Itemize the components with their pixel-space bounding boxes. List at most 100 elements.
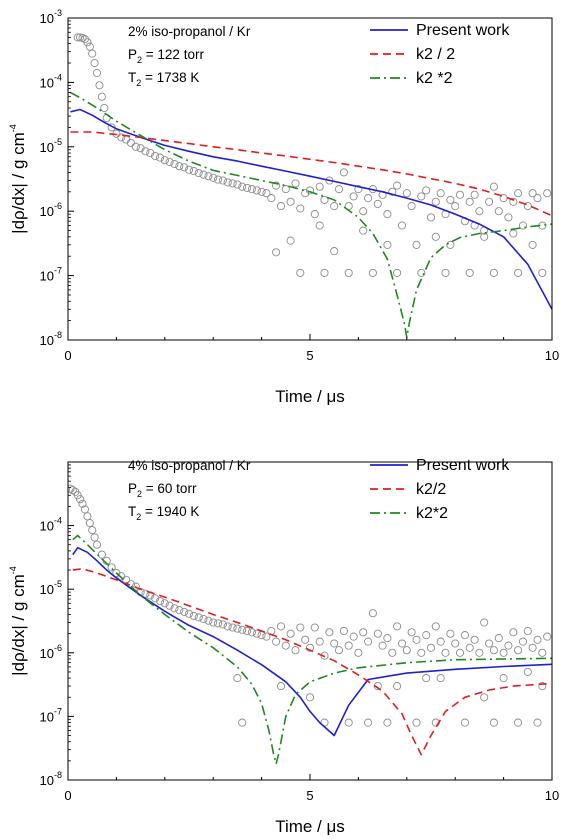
data-point	[417, 648, 426, 657]
data-point	[426, 213, 436, 222]
y-tick-base: 10	[40, 333, 54, 348]
data-point	[305, 693, 315, 702]
data-point	[330, 247, 339, 256]
data-point	[252, 186, 261, 195]
y-tick-base: 10	[40, 269, 54, 284]
data-point	[97, 550, 106, 559]
data-point	[397, 221, 407, 230]
data-point	[538, 682, 547, 691]
legend-label-3: k2*2	[416, 505, 448, 522]
data-point	[475, 207, 484, 216]
y-tick-label: 10-7	[40, 706, 62, 724]
data-point	[209, 173, 218, 182]
data-point	[393, 682, 402, 691]
data-point	[213, 175, 223, 184]
data-point	[320, 195, 329, 204]
x-axis-label-text: Time /	[275, 817, 326, 836]
temperature-symbol: T	[128, 504, 136, 519]
data-point	[233, 624, 242, 633]
data-point	[296, 204, 305, 213]
data-point	[436, 189, 445, 198]
data-point	[184, 609, 194, 618]
legend-label-2: k2/2	[416, 481, 446, 498]
pressure-symbol: P	[128, 481, 137, 496]
y-tick-label: 10-6	[40, 201, 62, 219]
data-point	[151, 594, 160, 603]
data-point	[426, 643, 436, 652]
data-point	[310, 623, 319, 632]
legend: Present work k2/2 k2*2	[370, 457, 510, 522]
data-point	[325, 628, 334, 637]
data-point	[243, 626, 252, 636]
data-point	[364, 718, 373, 727]
data-point	[141, 147, 150, 156]
data-point	[383, 634, 392, 643]
pressure-symbol: P	[128, 47, 137, 62]
data-point	[349, 192, 358, 201]
data-point	[305, 186, 315, 195]
x-tick-label: 5	[306, 788, 313, 803]
data-point	[412, 718, 421, 727]
data-point	[180, 163, 189, 172]
y-axis-label-text: |dρ/dx| / g cm	[9, 132, 28, 234]
data-point	[247, 628, 256, 637]
legend-label-3: k2 *2	[416, 70, 453, 87]
y-tick-exp: -7	[54, 706, 62, 716]
y-tick-exp: -3	[54, 8, 62, 18]
data-point	[83, 38, 92, 47]
data-point	[286, 629, 295, 638]
data-point	[470, 635, 479, 644]
data-point	[407, 202, 416, 211]
data-point	[504, 213, 513, 222]
data-point	[383, 210, 392, 219]
data-point	[276, 682, 286, 691]
series-line-3	[72, 534, 552, 765]
data-point	[194, 169, 203, 178]
temperature-annotation: T2 = 1940 K	[128, 504, 199, 522]
x-tick-label: 0	[64, 348, 71, 363]
data-point	[441, 648, 450, 657]
data-point	[228, 623, 237, 632]
y-tick-base: 10	[40, 519, 54, 534]
x-tick-label: 5	[306, 348, 313, 363]
legend-label-1: Present work	[416, 457, 510, 474]
data-point	[533, 718, 542, 727]
data-point	[538, 268, 547, 277]
data-point	[446, 629, 455, 638]
data-point	[272, 248, 281, 257]
y-tick-label: 10-6	[40, 643, 62, 661]
data-point	[90, 533, 99, 542]
data-point	[160, 156, 169, 165]
y-tick-exp: -6	[54, 201, 62, 211]
pressure-value: = 60 torr	[142, 481, 197, 496]
data-point	[252, 629, 261, 638]
data-point	[344, 268, 353, 277]
data-point	[364, 637, 373, 646]
data-point	[417, 192, 426, 201]
pressure-value: = 122 torr	[142, 47, 204, 62]
data-point	[504, 641, 513, 650]
data-point	[291, 179, 300, 188]
y-tick-base: 10	[40, 140, 54, 155]
data-point	[485, 197, 494, 206]
y-tick-label: 10-4	[40, 516, 62, 534]
data-point	[480, 232, 489, 241]
data-point	[388, 648, 397, 657]
data-point	[262, 189, 271, 198]
data-point	[238, 182, 247, 191]
data-point	[475, 648, 484, 657]
data-point	[407, 628, 416, 637]
data-point	[170, 604, 179, 613]
data-point	[228, 179, 237, 188]
y-tick-label: 10-5	[40, 579, 62, 597]
data-point	[126, 138, 135, 147]
data-point	[320, 268, 329, 277]
series-line-1	[70, 108, 552, 310]
data-point	[189, 167, 198, 176]
data-point	[480, 618, 489, 627]
x-tick-label: 0	[64, 788, 71, 803]
data-point	[538, 648, 547, 657]
data-point	[489, 182, 498, 191]
pressure-subscript: 2	[137, 489, 142, 499]
